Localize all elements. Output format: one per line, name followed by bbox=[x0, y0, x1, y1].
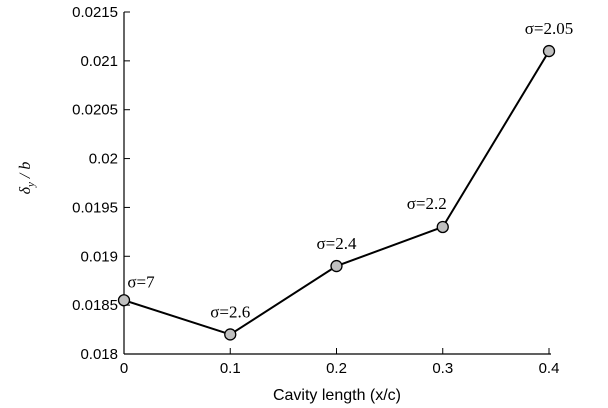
data-point bbox=[224, 328, 237, 341]
y-axis-title-sub: y bbox=[25, 182, 37, 188]
y-tick-label: 0.0205 bbox=[72, 102, 118, 119]
series-line bbox=[123, 50, 550, 336]
x-tick-label: 0 bbox=[120, 360, 128, 377]
axes bbox=[123, 12, 551, 355]
point-label: σ=2.2 bbox=[407, 194, 447, 213]
point-labels: σ=7 σ=2.6 σ=2.4 σ=2.2 σ=2.05 bbox=[127, 19, 573, 321]
point-label: σ=2.4 bbox=[316, 234, 357, 253]
data-points bbox=[117, 44, 556, 341]
y-axis-title-rest: / b bbox=[17, 162, 34, 182]
y-tick-label: 0.0215 bbox=[72, 4, 118, 21]
point-label: σ=2.05 bbox=[525, 19, 574, 38]
y-axis-title: δy / b bbox=[17, 162, 37, 195]
x-tick-label: 0.2 bbox=[326, 360, 347, 377]
y-tick-label: 0.021 bbox=[80, 53, 118, 70]
y-tick-label: 0.019 bbox=[80, 248, 118, 265]
point-label: σ=7 bbox=[127, 272, 155, 291]
y-ticks: 0.018 0.0185 0.019 0.0195 0.02 0.0205 0.021 0.0… bbox=[72, 4, 130, 363]
point-label: σ=2.6 bbox=[210, 302, 250, 321]
x-tick-label: 0.4 bbox=[539, 360, 560, 377]
data-point bbox=[542, 44, 556, 58]
y-tick-label: 0.018 bbox=[80, 346, 118, 363]
x-tick-label: 0.1 bbox=[220, 360, 241, 377]
x-tick-label: 0.3 bbox=[432, 360, 453, 377]
x-ticks: 0 0.1 0.2 0.3 0.4 bbox=[120, 348, 560, 377]
data-point bbox=[117, 294, 131, 307]
y-tick-label: 0.0185 bbox=[72, 297, 118, 314]
y-tick-label: 0.0195 bbox=[72, 199, 118, 216]
series bbox=[123, 50, 550, 336]
data-point bbox=[436, 220, 449, 234]
y-axis-title-main: δ bbox=[17, 186, 34, 194]
data-point bbox=[330, 259, 343, 273]
y-tick-label: 0.02 bbox=[89, 151, 118, 168]
x-axis-title: Cavity length (x/c) bbox=[273, 387, 401, 404]
